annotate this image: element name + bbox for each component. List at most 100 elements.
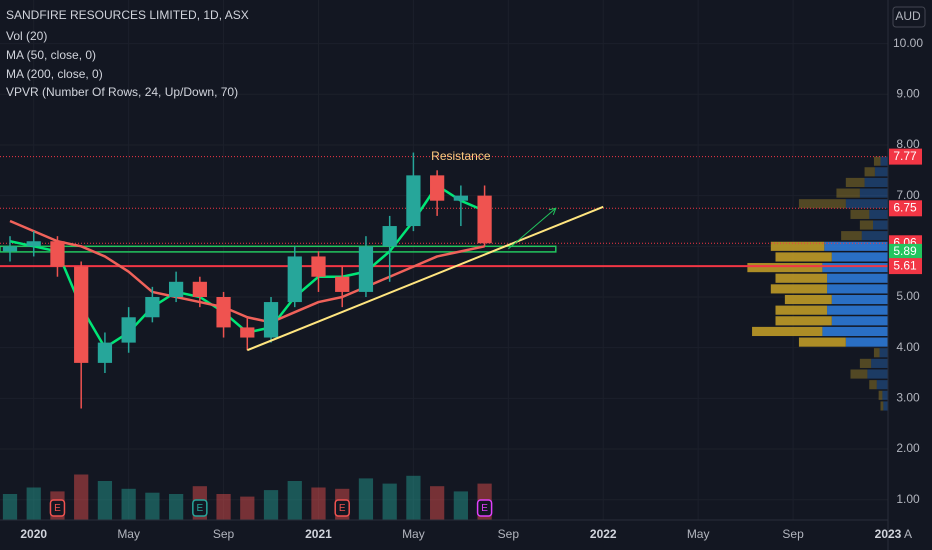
plot-area: Resistance E E E E <box>0 148 888 520</box>
candle-body <box>121 317 136 343</box>
zone <box>0 245 557 253</box>
earnings-marker <box>49 499 66 517</box>
vpvr-up <box>831 316 888 326</box>
volume-bar <box>168 494 184 520</box>
vpvr-down <box>784 294 832 305</box>
vpvr-down <box>798 337 846 347</box>
candle-body <box>240 327 255 338</box>
arrow-head <box>548 207 557 216</box>
vpvr-down <box>869 380 877 390</box>
vpvr-down <box>850 369 868 379</box>
volume-bar <box>453 491 468 520</box>
level-label-bg <box>889 258 922 275</box>
vpvr-down <box>864 167 875 177</box>
candle-body <box>2 246 18 252</box>
candle-body <box>477 195 492 244</box>
vpvr-down <box>878 390 883 400</box>
x-tick-label: Sep <box>213 527 235 541</box>
volume-bar <box>358 478 374 520</box>
vpvr-up <box>827 284 888 294</box>
vpvr-up <box>883 401 888 411</box>
level-label-bg <box>889 200 922 217</box>
arrow <box>507 207 557 250</box>
candle-body <box>287 256 302 303</box>
vpvr-down <box>775 305 828 315</box>
y-tick-label: 8.00 <box>896 137 920 151</box>
trendline <box>246 205 604 352</box>
chart-title: SANDFIRE RESOURCES LIMITED, 1D, ASX <box>6 8 249 22</box>
vpvr-down <box>859 358 872 368</box>
candle-body <box>406 175 421 227</box>
earnings-label: E <box>481 503 488 514</box>
vpvr-down <box>798 199 846 209</box>
earnings-label: E <box>197 503 204 514</box>
y-tick-label: 9.00 <box>896 86 920 100</box>
annotation: Resistance <box>431 149 491 163</box>
volume-bar <box>216 494 231 520</box>
vpvr-up <box>861 231 888 241</box>
vpvr-up <box>873 220 888 230</box>
volume-bar <box>406 475 421 520</box>
volume-bar <box>26 487 41 520</box>
x-tick-label: 2022 <box>590 527 617 541</box>
vpvr-up <box>882 390 888 400</box>
volume-bar <box>382 483 397 520</box>
candle-body <box>26 241 41 247</box>
x-tick-label: 2020 <box>20 527 47 541</box>
candle-body <box>97 342 113 363</box>
x-tick-label: May <box>117 527 140 541</box>
y-tick-label: 5.00 <box>896 289 920 303</box>
level-label-bg <box>889 148 922 165</box>
volume-bar <box>2 494 18 520</box>
vpvr-up <box>827 305 888 315</box>
x-tick-label: May <box>402 527 425 541</box>
candle-body <box>263 302 279 338</box>
y-tick-label: 10.00 <box>893 36 923 50</box>
vpvr-up <box>859 188 888 198</box>
vpvr-down <box>873 156 881 166</box>
legend-ma50: MA (50, close, 0) <box>6 48 96 62</box>
vpvr-down <box>775 273 828 283</box>
vpvr-down <box>752 326 823 337</box>
earnings-marker <box>192 499 208 517</box>
vpvr-up <box>831 252 888 262</box>
vpvr-down <box>873 348 880 358</box>
level-label: 7.77 <box>893 149 917 163</box>
volume-bar <box>97 481 113 520</box>
vpvr-down <box>775 252 832 262</box>
volume-bar <box>311 487 326 520</box>
candle-body <box>192 281 207 297</box>
vpvr-up <box>869 209 888 219</box>
candle-body <box>430 175 445 201</box>
vpvr-up <box>845 337 888 347</box>
volume-bar <box>240 496 255 520</box>
currency: AUD <box>895 9 921 23</box>
level-label: 6.75 <box>893 200 917 214</box>
vpvr-up <box>822 326 888 337</box>
x-tick-label: May <box>687 527 710 541</box>
vpvr-up <box>874 167 888 177</box>
y-tick-label: 1.00 <box>896 492 920 506</box>
vpvr-down <box>845 177 865 188</box>
vpvr-up <box>864 177 888 188</box>
candle-body <box>358 246 374 292</box>
vpvr-up <box>867 369 888 379</box>
vpvr-up <box>827 273 888 283</box>
earnings-marker <box>476 499 493 517</box>
vpvr-up <box>831 294 888 305</box>
volume-bar <box>287 481 302 520</box>
x-tick-label: 2023 <box>875 527 902 541</box>
volume-bar <box>430 486 445 520</box>
vpvr-down <box>850 209 870 219</box>
x-tick-label: Sep <box>498 527 520 541</box>
vpvr-up <box>824 241 888 251</box>
level-label: 5.89 <box>893 244 917 258</box>
vpvr-down <box>880 401 884 411</box>
y-tick-label: 3.00 <box>896 391 920 405</box>
currency-box[interactable] <box>892 6 926 28</box>
candle-body <box>145 296 160 318</box>
scale-mode[interactable]: A <box>904 527 912 541</box>
candle-body <box>74 266 89 363</box>
candle-body <box>168 281 184 297</box>
